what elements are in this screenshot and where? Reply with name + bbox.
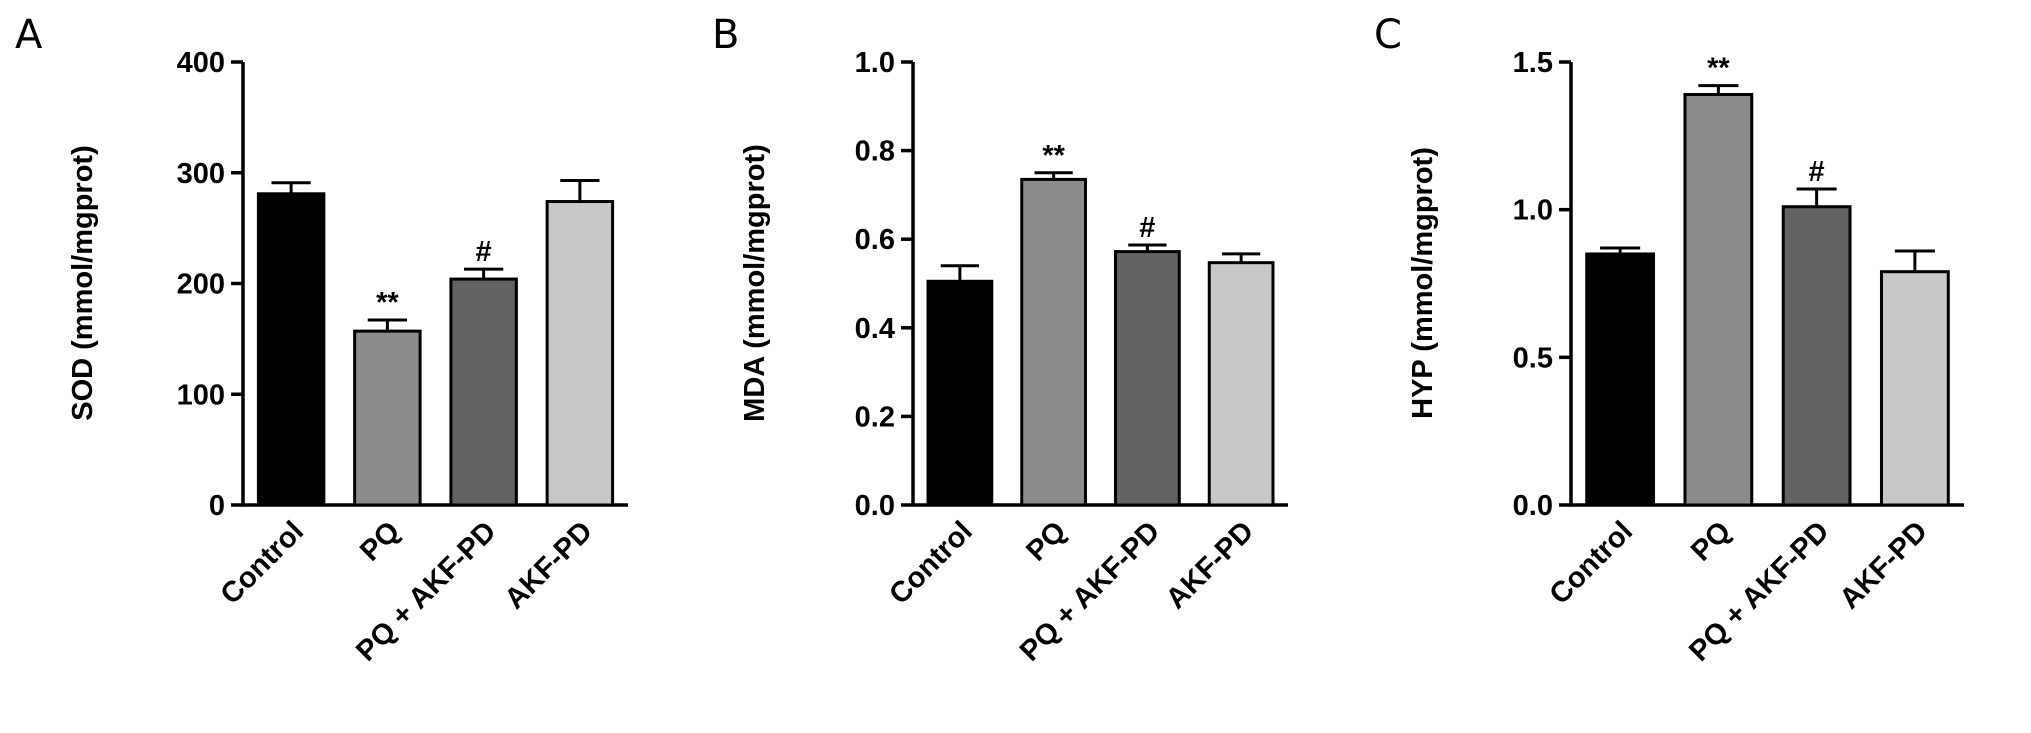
panel-a-category-label: PQ — [354, 515, 406, 567]
panel-c-y-tick-label: 0.0 — [1513, 490, 1553, 522]
panel-c-y-tick-label: 0.5 — [1513, 342, 1553, 374]
panel-b-y-tick-label: 1.0 — [855, 47, 895, 79]
panel-c-category-label: Control — [1544, 515, 1640, 611]
panel-a-significance-label: ** — [376, 287, 399, 319]
panel-b-bar — [1207, 261, 1275, 507]
panel-b-y-tick-label: 0.4 — [855, 313, 895, 345]
panel-b-bar — [1114, 250, 1181, 507]
panel-b-y-tick-label: 0.0 — [855, 490, 895, 522]
panel-c-bar — [1585, 252, 1656, 507]
panel-c-category-label: AKF-PD — [1834, 515, 1934, 615]
panel-a-bar — [545, 200, 615, 507]
panel-a: A SOD (mmol/mgprot) 0 100 200 300 400 Contro… — [15, 12, 628, 668]
panel-b-category-label: Control — [883, 515, 979, 611]
panel-a-category-label: AKF-PD — [499, 515, 599, 615]
panel-b-bar — [1020, 177, 1087, 507]
panel-b-y-tick-label: 0.6 — [855, 224, 895, 256]
panel-c: C HYP (mmol/mgprot) 0.0 0.5 1.0 1.5 Control… — [1374, 12, 1964, 668]
panel-b-category-label: AKF-PD — [1160, 515, 1260, 615]
panel-a-bar — [256, 192, 326, 507]
panel-a-bar — [449, 277, 518, 507]
panel-c-letter: C — [1374, 12, 1402, 58]
panel-c-significance-label: ** — [1707, 53, 1730, 85]
panel-b-significance-label: ** — [1042, 140, 1065, 172]
panel-b-y-axis-label: MDA (mmol/mgprot) — [739, 144, 771, 422]
panel-c-category-label: PQ — [1685, 515, 1737, 567]
panel-a-y-tick-label: 400 — [177, 47, 225, 79]
panel-a-significance-label: # — [476, 236, 492, 268]
panel-b: B MDA (mmol/mgprot) 0.0 0.2 0.4 0.6 0.8 1.0 C… — [712, 12, 1288, 668]
panel-b-significance-label: # — [1139, 212, 1155, 244]
panel-a-y-tick-label: 100 — [177, 379, 225, 411]
panel-a-y-tick-label: 300 — [177, 158, 225, 190]
panel-b-y-tick-label: 0.8 — [855, 136, 895, 168]
panel-a-letter: A — [15, 12, 43, 58]
panel-a-y-tick-label: 0 — [209, 490, 225, 522]
panel-b-bar — [926, 279, 994, 507]
panel-a-y-tick-label: 200 — [177, 269, 225, 301]
panel-c-y-axis-label: HYP (mmol/mgprot) — [1407, 147, 1439, 419]
panel-c-bar — [1879, 270, 1950, 507]
panel-b-category-label: PQ — [1020, 515, 1072, 567]
panel-a-category-label: Control — [215, 515, 311, 611]
panel-c-significance-label: # — [1809, 156, 1825, 188]
panel-a-y-axis-label: SOD (mmol/mgprot) — [67, 145, 99, 421]
panel-c-bar — [1683, 92, 1754, 507]
panel-b-y-tick-label: 0.2 — [855, 401, 895, 433]
panel-b-letter: B — [712, 12, 739, 58]
panel-a-bar — [353, 329, 422, 507]
panel-c-y-tick-label: 1.0 — [1513, 195, 1553, 227]
panel-c-bar — [1781, 205, 1852, 507]
panel-c-y-tick-label: 1.5 — [1513, 47, 1553, 79]
